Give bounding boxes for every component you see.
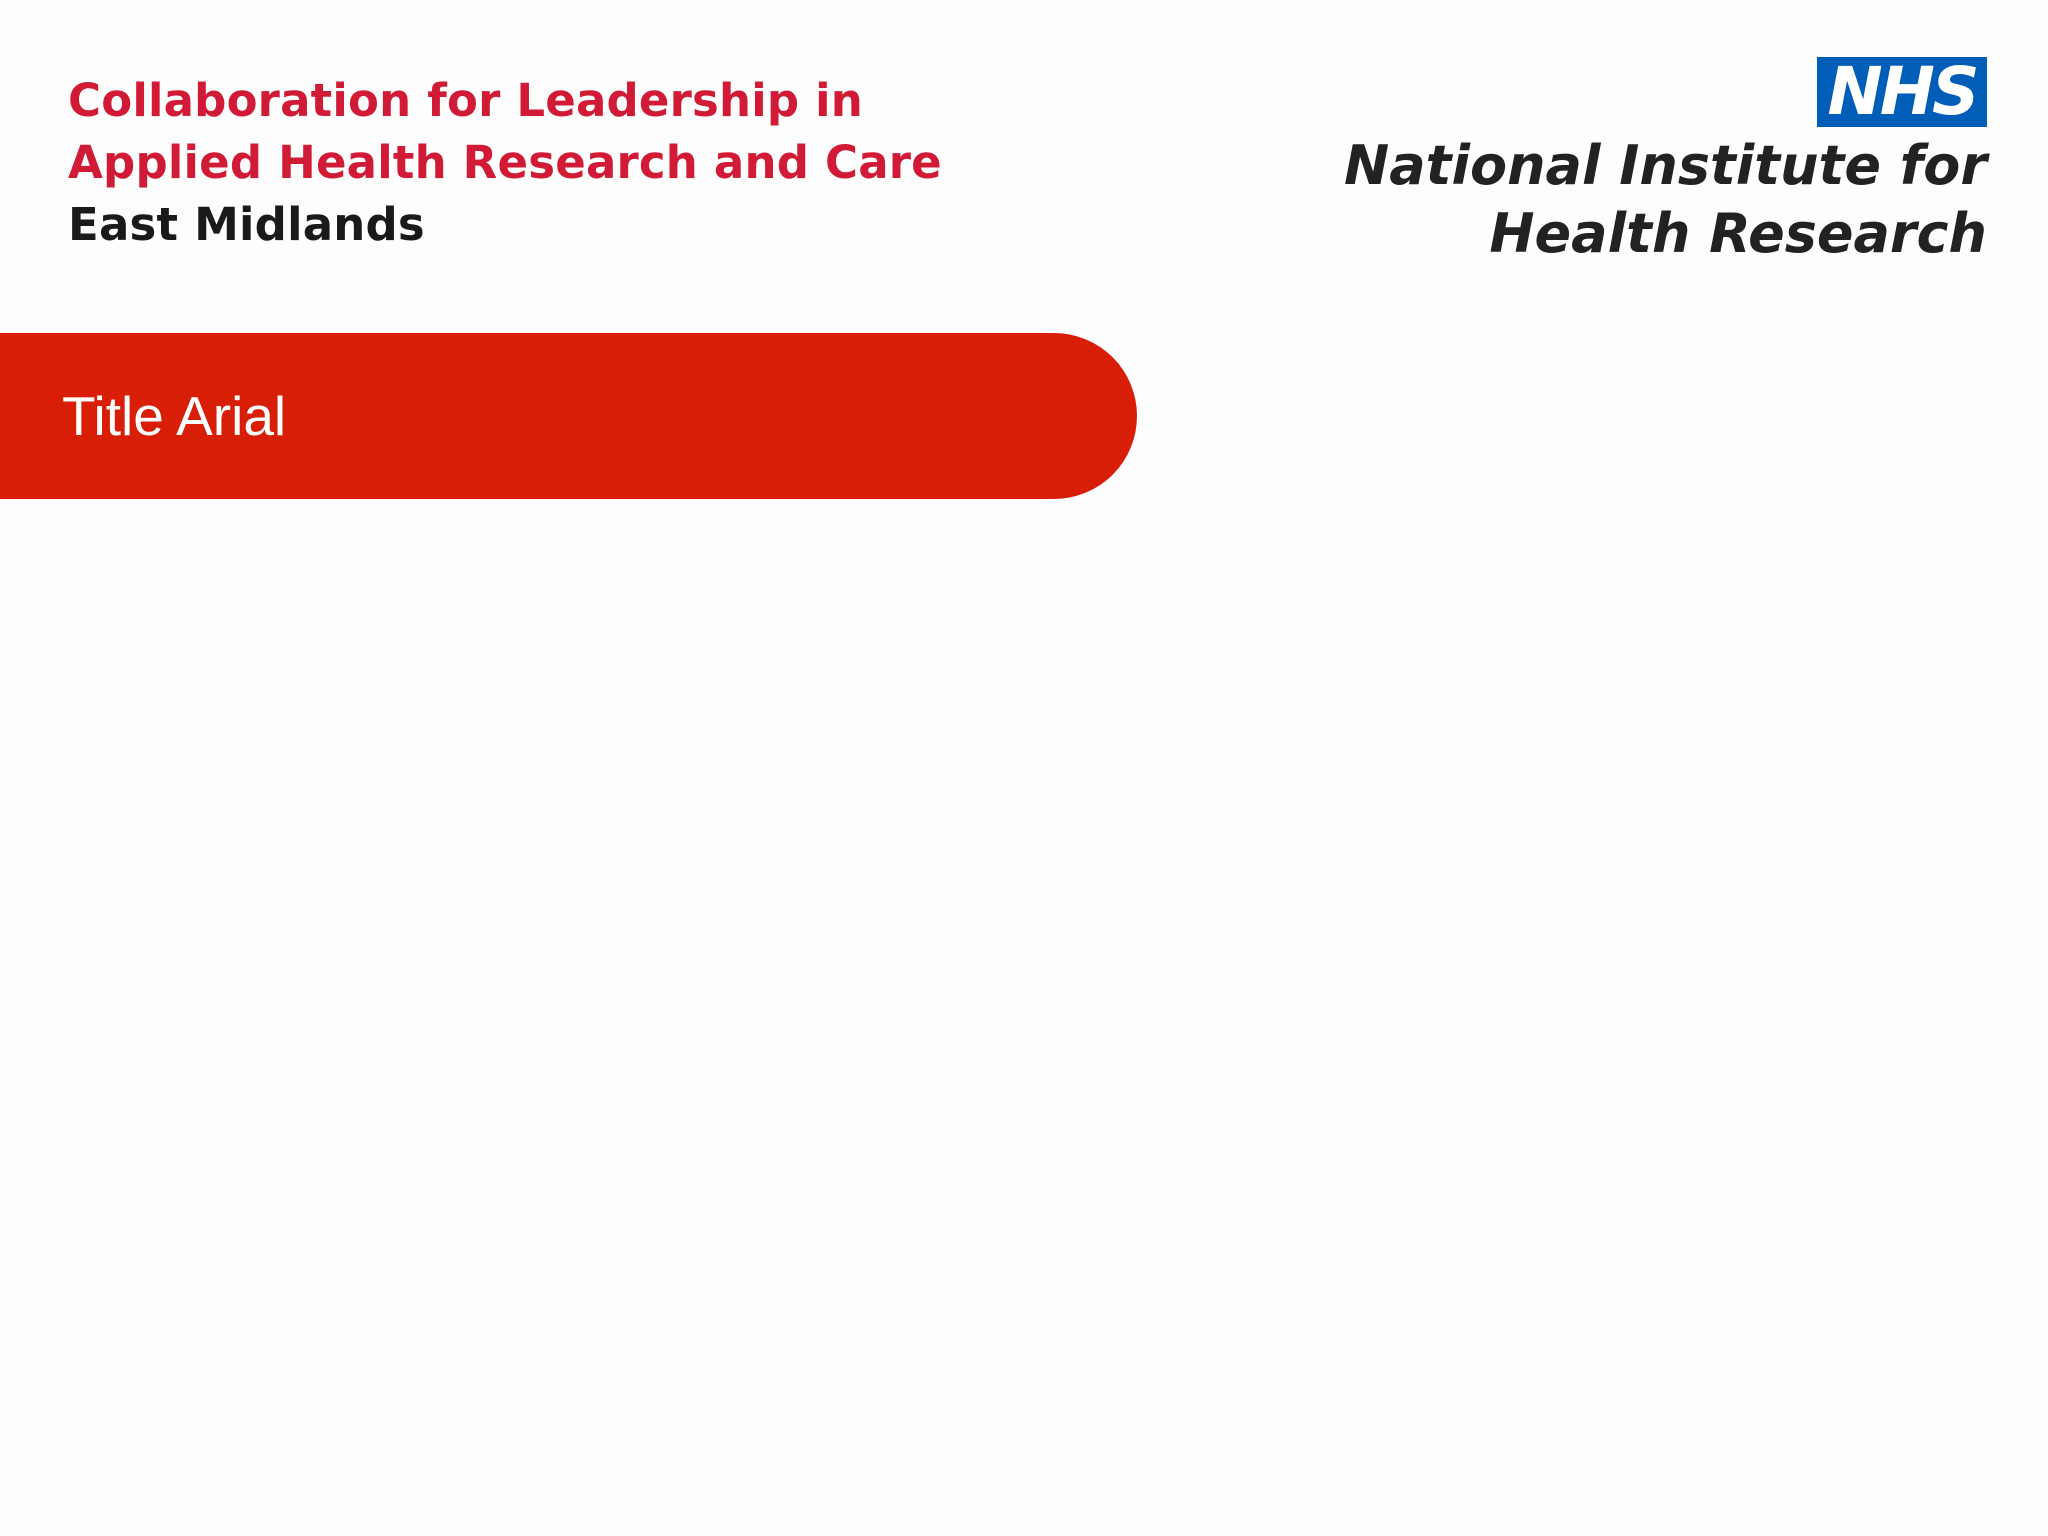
- nhs-badge-logo: NHS: [1817, 57, 1987, 127]
- nihr-logo-line-2: Health Research: [1489, 202, 1987, 265]
- clahrc-logo-region: East Midlands: [68, 198, 425, 251]
- slide-title-bar: Title Arial: [0, 333, 1137, 499]
- nihr-logo-line-1: National Institute for: [1344, 134, 1987, 197]
- clahrc-logo-line-1: Collaboration for Leadership in: [68, 74, 864, 127]
- slide-title[interactable]: Title Arial: [62, 385, 287, 447]
- clahrc-east-midlands-logo: Collaboration for Leadership in Applied …: [68, 70, 942, 256]
- nhs-nihr-logo: NHS National Institute for Health Resear…: [1287, 56, 1987, 266]
- clahrc-logo-line-2: Applied Health Research and Care: [68, 136, 942, 189]
